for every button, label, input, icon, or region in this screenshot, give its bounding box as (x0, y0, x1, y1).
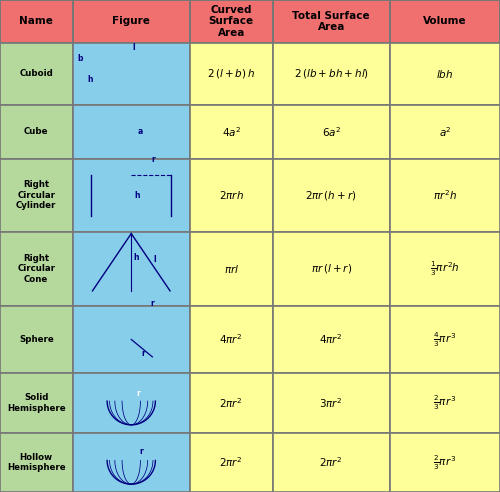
Text: $2\pi rh$: $2\pi rh$ (219, 189, 244, 201)
Text: r: r (142, 349, 146, 358)
Bar (190, 232, 272, 306)
Bar (272, 0, 390, 43)
Bar (272, 43, 390, 105)
Bar (72, 158, 190, 232)
Bar (272, 158, 390, 232)
Text: $\frac{1}{3}\pi r^{2}h$: $\frac{1}{3}\pi r^{2}h$ (430, 260, 460, 278)
Text: Sphere: Sphere (19, 335, 54, 344)
Text: $4\pi r^{2}$: $4\pi r^{2}$ (220, 333, 243, 346)
Text: h: h (134, 253, 139, 262)
Bar (72, 432, 190, 492)
Bar (72, 43, 190, 105)
Bar (190, 432, 272, 492)
Text: $lbh$: $lbh$ (436, 68, 454, 80)
Text: l: l (154, 255, 156, 264)
Text: $4\pi r^{2}$: $4\pi r^{2}$ (320, 333, 343, 346)
Text: $2\pi r^{2}$: $2\pi r^{2}$ (220, 396, 243, 410)
Text: b: b (78, 55, 83, 63)
Text: l: l (132, 43, 135, 52)
Bar (190, 105, 272, 158)
Text: Cuboid: Cuboid (20, 69, 53, 78)
Bar (390, 0, 500, 43)
Text: $2\pi r\,(h+r)$: $2\pi r\,(h+r)$ (306, 189, 357, 202)
Bar (190, 306, 272, 373)
Bar (272, 232, 390, 306)
Text: $3\pi r^{2}$: $3\pi r^{2}$ (320, 396, 343, 410)
Text: $\frac{2}{3}\pi r^{3}$: $\frac{2}{3}\pi r^{3}$ (434, 394, 456, 412)
Bar (0, 0, 72, 43)
Bar (72, 306, 190, 373)
Text: Solid
Hemisphere: Solid Hemisphere (7, 393, 66, 413)
Text: Volume: Volume (423, 16, 467, 27)
Text: r: r (136, 389, 140, 398)
Bar (72, 373, 190, 432)
Ellipse shape (107, 396, 156, 406)
Text: Figure: Figure (112, 16, 150, 27)
Bar (390, 373, 500, 432)
Text: h: h (88, 74, 93, 84)
Text: $\frac{2}{3}\pi r^{3}$: $\frac{2}{3}\pi r^{3}$ (434, 453, 456, 471)
Bar (0, 105, 72, 158)
Bar (0, 158, 72, 232)
Text: $2\,(lb+bh+hl)$: $2\,(lb+bh+hl)$ (294, 67, 369, 80)
Bar (0, 373, 72, 432)
Text: Curved
Surface
Area: Curved Surface Area (208, 5, 254, 38)
Text: $2\pi r^{2}$: $2\pi r^{2}$ (220, 456, 243, 469)
Bar (272, 373, 390, 432)
Text: $6a^{2}$: $6a^{2}$ (322, 125, 341, 139)
Bar (0, 43, 72, 105)
Bar (72, 232, 190, 306)
Text: h: h (134, 191, 140, 200)
Text: r: r (139, 447, 143, 456)
Text: Right
Circular
Cone: Right Circular Cone (17, 254, 55, 284)
Bar (0, 432, 72, 492)
Text: r: r (150, 299, 154, 308)
Bar (72, 0, 190, 43)
Bar (272, 432, 390, 492)
Bar (390, 158, 500, 232)
Text: $\pi r^{2}h$: $\pi r^{2}h$ (433, 188, 457, 202)
Text: Right
Circular
Cylinder: Right Circular Cylinder (16, 181, 56, 210)
Bar (390, 105, 500, 158)
Bar (390, 232, 500, 306)
Bar (190, 43, 272, 105)
Text: Name: Name (20, 16, 53, 27)
Bar (72, 105, 190, 158)
Text: $\pi r\,(l+r)$: $\pi r\,(l+r)$ (310, 262, 352, 276)
Bar (190, 373, 272, 432)
Text: $4a^{2}$: $4a^{2}$ (222, 125, 241, 139)
Bar (390, 43, 500, 105)
Text: $2\,(l+b)\,h$: $2\,(l+b)\,h$ (207, 67, 256, 80)
Text: $\pi rl$: $\pi rl$ (224, 263, 239, 275)
Text: r: r (152, 155, 155, 164)
Bar (390, 432, 500, 492)
Bar (190, 158, 272, 232)
Text: Cube: Cube (24, 127, 48, 136)
Bar (190, 0, 272, 43)
Bar (272, 105, 390, 158)
Bar (0, 306, 72, 373)
Text: $a^{2}$: $a^{2}$ (438, 125, 452, 139)
Text: a: a (137, 127, 142, 136)
Bar (272, 306, 390, 373)
Bar (0, 232, 72, 306)
Bar (390, 306, 500, 373)
Text: $2\pi r^{2}$: $2\pi r^{2}$ (320, 456, 343, 469)
Text: $\frac{4}{3}\pi r^{3}$: $\frac{4}{3}\pi r^{3}$ (434, 330, 456, 349)
Text: Total Surface
Area: Total Surface Area (292, 11, 370, 32)
Text: Hollow
Hemisphere: Hollow Hemisphere (7, 453, 66, 472)
